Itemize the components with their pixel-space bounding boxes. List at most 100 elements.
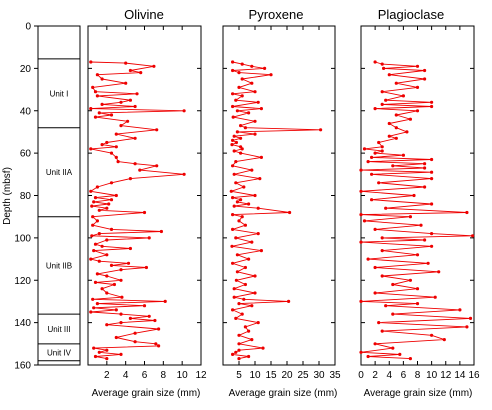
olivine-data-point	[119, 124, 123, 128]
olivine-data-point	[109, 181, 114, 185]
plagioclase-x-axis-title: Average grain size (mm)	[364, 388, 473, 399]
plagioclase-data-point	[398, 352, 402, 356]
plagioclase-data-point	[373, 60, 377, 64]
lithologic-unit-column: Unit I Unit IIA Unit IIB Unit III Unit IV	[37, 25, 81, 366]
pyroxene-data-point	[231, 104, 235, 109]
pyroxene-data-point	[232, 149, 236, 153]
olivine-data-point	[157, 344, 161, 348]
unit-label-unit-iv: Unit IV	[47, 348, 72, 357]
olivine-data-point	[133, 340, 137, 344]
pyroxene-x-tick-label: 30	[313, 370, 325, 381]
olivine-data-point	[89, 147, 93, 151]
plagioclase-data-point	[415, 64, 420, 68]
pyroxene-data-point	[240, 215, 244, 219]
depth-tick-label: 140	[14, 318, 31, 329]
plagioclase-plot-frame	[360, 25, 475, 366]
plagioclase-data-point	[430, 157, 434, 162]
unit-label-unit-i: Unit I	[50, 89, 69, 98]
olivine-data-point	[93, 196, 98, 200]
depth-axis-title: Depth (mbsf)	[2, 167, 13, 225]
plagioclase-data-point	[465, 325, 469, 329]
olivine-data-point	[155, 128, 159, 132]
plagioclase-data-point	[380, 149, 384, 153]
pyroxene-data-point	[242, 297, 246, 301]
olivine-data-point	[100, 77, 104, 81]
olivine-data-point	[119, 321, 123, 325]
pyroxene-data-point	[237, 357, 241, 361]
pyroxene-data-point	[243, 282, 247, 287]
olivine-data-point	[142, 304, 147, 308]
olivine-data-point	[126, 261, 131, 265]
pyroxene-data-point	[237, 71, 241, 75]
plagioclase-data-point	[408, 357, 412, 361]
olivine-data-point	[105, 238, 109, 242]
olivine-data-point	[91, 85, 95, 89]
pyroxene-data-point	[231, 164, 235, 168]
olivine-data-point	[109, 227, 114, 231]
olivine-data-point	[157, 327, 161, 331]
pyroxene-data-point	[259, 107, 263, 111]
plagioclase-data-point	[373, 227, 377, 231]
olivine-x-tick-label: 12	[195, 370, 207, 381]
olivine-data-point	[97, 259, 101, 263]
plagioclase-data-point	[391, 282, 395, 287]
pyroxene-data-point	[256, 206, 260, 210]
olivine-data-point	[92, 200, 96, 204]
plagioclase-data-point	[401, 153, 405, 157]
olivine-data-point	[133, 104, 137, 109]
pyroxene-data-point	[234, 278, 238, 282]
pyroxene-data-point	[237, 348, 241, 352]
olivine-data-point	[133, 162, 137, 166]
plagioclase-data-point	[405, 130, 409, 134]
plagioclase-x-tick-label: 0	[358, 370, 364, 381]
olivine-data-point	[109, 263, 114, 267]
olivine-data-point	[90, 234, 94, 238]
pyroxene-data-point	[235, 200, 239, 204]
plagioclase-data-point	[415, 287, 420, 291]
olivine-data-point	[95, 272, 99, 276]
olivine-data-point	[105, 274, 109, 278]
pyroxene-data-point	[247, 329, 251, 333]
plagioclase-data-point	[391, 312, 395, 316]
plagioclase-data-point	[430, 170, 434, 174]
plagioclase-data-point	[430, 244, 434, 248]
olivine-data-point	[95, 185, 99, 189]
plagioclase-data-point	[423, 238, 427, 242]
pyroxene-data-point	[231, 352, 235, 356]
plagioclase-data-point	[387, 134, 391, 138]
olivine-x-tick-label: 8	[161, 370, 167, 381]
pyroxene-data-point	[250, 81, 254, 85]
pyroxene-data-point	[231, 138, 235, 142]
olivine-data-point	[159, 229, 163, 234]
plagioclase-x-tick-label: 16	[468, 370, 480, 381]
pyroxene-data-point	[253, 291, 257, 295]
plagioclase-data-point	[426, 261, 430, 265]
olivine-data-point	[90, 204, 94, 208]
olivine-data-point	[105, 291, 109, 295]
pyroxene-data-point	[253, 193, 257, 198]
plagioclase-data-point	[384, 98, 388, 102]
pyroxene-data-point	[253, 119, 257, 123]
plagioclase-data-point	[394, 113, 398, 117]
olivine-data-point	[144, 265, 148, 270]
pyroxene-data-point	[240, 312, 244, 316]
depth-tick-label: 80	[20, 191, 32, 202]
pyroxene-data-point	[231, 115, 235, 119]
olivine-data-point	[95, 219, 99, 223]
olivine-data-point	[97, 111, 101, 115]
plagioclase-data-point	[419, 223, 423, 227]
olivine-data-point	[105, 323, 109, 327]
plagioclase-data-point	[373, 107, 377, 111]
olivine-data-point	[100, 244, 104, 248]
pyroxene-x-tick-label: 15	[265, 370, 277, 381]
pyroxene-data-point	[231, 196, 235, 200]
olivine-x-tick-label: 6	[142, 370, 148, 381]
plagioclase-data-point	[408, 117, 412, 121]
olivine-data-point	[91, 297, 95, 301]
depth-tick-label: 100	[14, 233, 31, 244]
olivine-data-point	[100, 287, 104, 291]
olivine-x-tick-label: 10	[177, 370, 189, 381]
plagioclase-data-point	[394, 126, 398, 130]
olivine-data-point	[163, 299, 167, 303]
